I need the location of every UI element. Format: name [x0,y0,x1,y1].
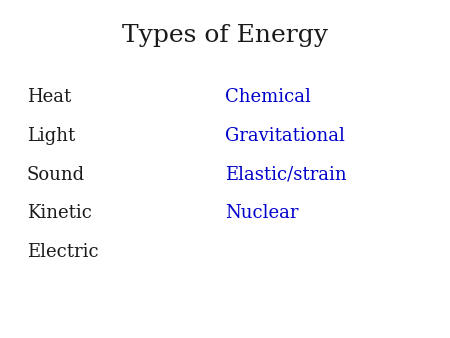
Text: Electric: Electric [27,243,99,261]
Text: Gravitational: Gravitational [225,127,345,145]
Text: Chemical: Chemical [225,88,311,106]
Text: Elastic/strain: Elastic/strain [225,166,346,184]
Text: Kinetic: Kinetic [27,204,92,222]
Text: Sound: Sound [27,166,85,184]
Text: Types of Energy: Types of Energy [122,24,328,47]
Text: Heat: Heat [27,88,71,106]
Text: Nuclear: Nuclear [225,204,298,222]
Text: Light: Light [27,127,75,145]
